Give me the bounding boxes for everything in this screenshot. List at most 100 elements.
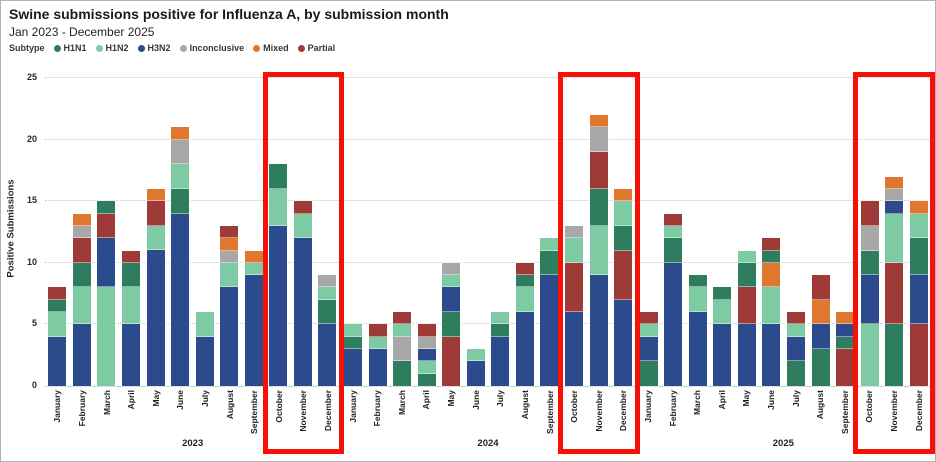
bar-june-2023[interactable]: [170, 126, 191, 388]
bar-segment-h3n2[interactable]: [687, 311, 708, 387]
bar-segment-h1n2[interactable]: [514, 286, 535, 314]
legend-item-partial[interactable]: Partial: [297, 43, 335, 53]
bar-august-2023[interactable]: [219, 224, 240, 387]
bar-october-2023[interactable]: [268, 163, 289, 388]
bar-segment-h3n2[interactable]: [835, 323, 856, 338]
bar-segment-h1n1[interactable]: [539, 249, 560, 277]
bar-segment-h3n2[interactable]: [638, 335, 659, 363]
bar-segment-inconclusive[interactable]: [219, 249, 240, 264]
bar-segment-h1n1[interactable]: [268, 163, 289, 190]
bar-january-2024[interactable]: [342, 323, 363, 387]
bar-segment-inconclusive[interactable]: [859, 224, 880, 252]
bar-segment-h1n1[interactable]: [441, 311, 462, 338]
bar-segment-inconclusive[interactable]: [564, 224, 585, 240]
bar-segment-mixed[interactable]: [761, 261, 782, 289]
bar-segment-h3n2[interactable]: [219, 286, 240, 387]
bar-segment-h1n2[interactable]: [243, 261, 264, 277]
bar-segment-h1n2[interactable]: [96, 286, 117, 387]
bar-segment-h3n2[interactable]: [514, 311, 535, 387]
bar-segment-h3n2[interactable]: [268, 224, 289, 388]
bar-april-2023[interactable]: [120, 249, 141, 387]
bar-april-2024[interactable]: [416, 323, 437, 388]
bar-segment-h1n2[interactable]: [465, 348, 486, 363]
bar-segment-mixed[interactable]: [170, 126, 191, 141]
bar-segment-h3n2[interactable]: [317, 323, 338, 387]
bar-segment-h1n1[interactable]: [342, 335, 363, 351]
bar-june-2024[interactable]: [465, 348, 486, 387]
bar-segment-h1n1[interactable]: [810, 348, 831, 387]
bar-segment-h1n2[interactable]: [145, 224, 166, 252]
bar-segment-h1n2[interactable]: [663, 224, 684, 240]
bar-segment-h1n2[interactable]: [588, 224, 609, 277]
bar-segment-h3n2[interactable]: [810, 323, 831, 351]
bar-february-2024[interactable]: [367, 323, 388, 387]
bar-segment-h1n2[interactable]: [367, 335, 388, 351]
bar-september-2024[interactable]: [539, 237, 560, 387]
bar-segment-h1n2[interactable]: [564, 237, 585, 264]
bar-segment-partial[interactable]: [859, 200, 880, 227]
bar-segment-h1n1[interactable]: [761, 249, 782, 264]
bar-february-2023[interactable]: [71, 212, 92, 387]
bar-segment-h1n1[interactable]: [514, 274, 535, 289]
bar-november-2025[interactable]: [884, 175, 905, 387]
bar-march-2023[interactable]: [96, 200, 117, 387]
bar-segment-h1n2[interactable]: [219, 261, 240, 289]
bar-segment-h1n2[interactable]: [884, 212, 905, 264]
bar-segment-h1n2[interactable]: [317, 286, 338, 301]
bar-segment-inconclusive[interactable]: [317, 274, 338, 289]
bar-segment-mixed[interactable]: [835, 311, 856, 326]
bar-segment-partial[interactable]: [663, 212, 684, 227]
bar-segment-h3n2[interactable]: [539, 274, 560, 387]
bar-segment-h1n2[interactable]: [268, 187, 289, 227]
bar-segment-h1n2[interactable]: [736, 249, 757, 264]
bar-segment-partial[interactable]: [120, 249, 141, 264]
bar-segment-inconclusive[interactable]: [170, 138, 191, 166]
bar-segment-mixed[interactable]: [613, 187, 634, 203]
bar-segment-h3n2[interactable]: [736, 323, 757, 387]
bar-december-2025[interactable]: [908, 200, 929, 387]
bar-segment-inconclusive[interactable]: [441, 261, 462, 277]
bar-segment-h1n2[interactable]: [194, 311, 215, 338]
bar-segment-h1n1[interactable]: [736, 261, 757, 289]
bar-november-2023[interactable]: [292, 200, 313, 387]
bar-november-2024[interactable]: [588, 113, 609, 387]
bar-segment-h1n2[interactable]: [761, 286, 782, 326]
bar-segment-partial[interactable]: [786, 311, 806, 326]
bar-segment-h3n2[interactable]: [588, 274, 609, 387]
bar-segment-inconclusive[interactable]: [416, 335, 437, 351]
bar-segment-partial[interactable]: [367, 323, 388, 338]
bar-segment-h3n2[interactable]: [786, 335, 806, 363]
bar-segment-h1n1[interactable]: [835, 335, 856, 351]
bar-segment-h3n2[interactable]: [71, 323, 92, 387]
bar-segment-h1n2[interactable]: [687, 286, 708, 314]
bar-segment-partial[interactable]: [219, 224, 240, 240]
bar-august-2025[interactable]: [810, 274, 831, 387]
bar-april-2025[interactable]: [712, 286, 733, 387]
bar-segment-inconclusive[interactable]: [884, 187, 905, 203]
bar-segment-h3n2[interactable]: [441, 286, 462, 314]
bar-segment-h1n2[interactable]: [490, 311, 511, 326]
bar-segment-h1n1[interactable]: [47, 298, 68, 314]
bar-segment-h1n2[interactable]: [292, 212, 313, 240]
bar-june-2025[interactable]: [761, 237, 782, 387]
bar-segment-partial[interactable]: [588, 150, 609, 190]
bar-segment-h3n2[interactable]: [859, 274, 880, 326]
bar-segment-h3n2[interactable]: [416, 348, 437, 363]
bar-segment-partial[interactable]: [392, 311, 413, 326]
bar-segment-partial[interactable]: [416, 323, 437, 338]
bar-march-2025[interactable]: [687, 274, 708, 387]
bar-february-2025[interactable]: [663, 212, 684, 388]
bar-segment-partial[interactable]: [514, 261, 535, 277]
bar-segment-h1n1[interactable]: [884, 323, 905, 387]
bar-may-2024[interactable]: [441, 261, 462, 388]
bar-segment-h1n1[interactable]: [859, 249, 880, 277]
bar-segment-h1n2[interactable]: [342, 323, 363, 338]
bar-segment-mixed[interactable]: [908, 200, 929, 215]
bar-segment-h1n2[interactable]: [539, 237, 560, 252]
bar-october-2024[interactable]: [564, 224, 585, 387]
bar-segment-h1n1[interactable]: [786, 360, 806, 387]
bar-segment-partial[interactable]: [292, 200, 313, 215]
bar-segment-h1n1[interactable]: [71, 261, 92, 289]
bar-segment-h1n1[interactable]: [317, 298, 338, 326]
bar-segment-h1n1[interactable]: [712, 286, 733, 301]
